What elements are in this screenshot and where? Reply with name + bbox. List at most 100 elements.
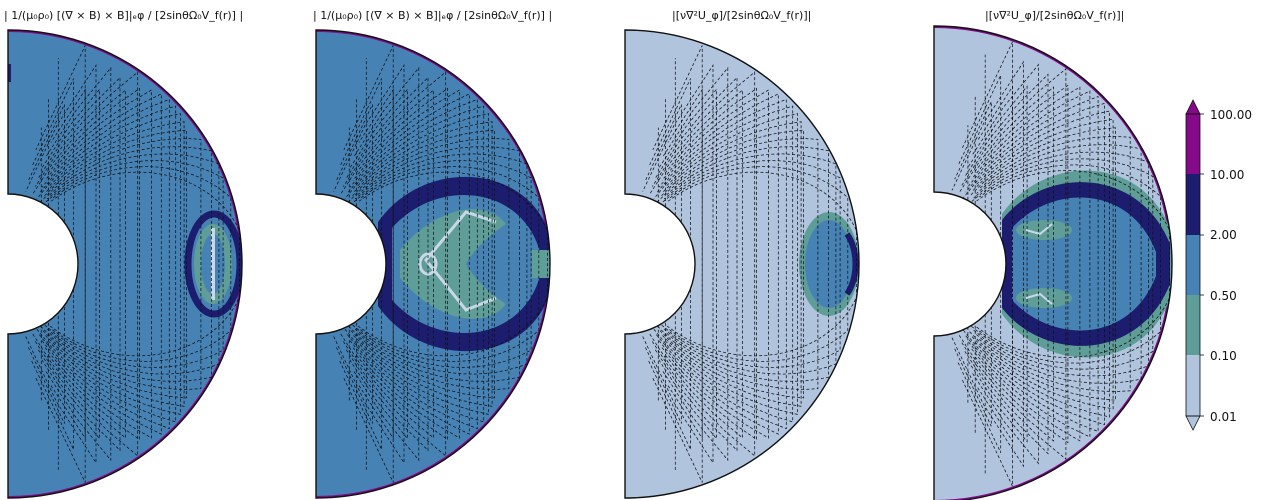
- field-line: [357, 171, 548, 357]
- shell-boundary: [624, 29, 860, 499]
- colorbar-tick-label: 2.00: [1210, 228, 1237, 242]
- field-line: [348, 138, 510, 390]
- panel-1: [7, 29, 243, 499]
- field-line: [350, 129, 495, 399]
- shell-boundary: [7, 29, 243, 499]
- field-line: [651, 71, 756, 457]
- colorbar-tick-label: 0.50: [1210, 289, 1237, 303]
- field-line: [360, 166, 540, 362]
- field-line: [356, 87, 448, 441]
- field-line: [968, 90, 1091, 438]
- field-line: [963, 102, 1105, 426]
- region-inner-edge: [532, 250, 550, 278]
- panel-3-title: |[ν∇²U_φ]/[2sinθΩ₀V_f(r)]|: [672, 8, 812, 22]
- field-line: [52, 166, 232, 362]
- field-line: [357, 146, 520, 382]
- field-line: [974, 84, 1069, 444]
- field-line: [45, 121, 185, 407]
- field-line: [36, 105, 177, 423]
- field-line: [645, 104, 682, 424]
- colorbar-segment: [1186, 174, 1200, 235]
- field-line: [649, 89, 743, 439]
- field-line: [658, 88, 717, 440]
- field-line: [48, 113, 181, 415]
- region-lobe: [805, 220, 853, 308]
- region-ring: [844, 232, 859, 296]
- colorbar-segment: [1186, 355, 1200, 416]
- field-line: [25, 64, 97, 464]
- field-line: [342, 71, 447, 457]
- colorbar-tick-label: 100.00: [1210, 108, 1252, 122]
- field-line: [349, 93, 470, 435]
- field-line: [656, 98, 787, 430]
- field-line: [356, 113, 489, 415]
- field-line: [665, 87, 757, 441]
- field-line: [662, 121, 802, 407]
- region-streak: [211, 228, 215, 300]
- field-line: [333, 64, 405, 464]
- colorbar-tick-label: 10.00: [1210, 168, 1245, 182]
- shell-boundary: [933, 25, 1173, 500]
- field-line: [343, 45, 394, 483]
- field-line: [951, 60, 1024, 468]
- field-line: [49, 171, 240, 357]
- region-streak: [1025, 223, 1053, 236]
- field-line: [39, 98, 170, 430]
- field-line: [353, 121, 493, 407]
- field-line: [48, 87, 140, 441]
- field-line: [971, 86, 1081, 442]
- shell-boundary: [315, 29, 551, 499]
- colorbar-segment: [1186, 235, 1200, 295]
- field-line: [669, 166, 849, 362]
- field-line: [352, 160, 532, 368]
- field-line: [665, 113, 798, 415]
- field-line: [50, 88, 86, 440]
- panel-4: [933, 25, 1173, 500]
- field-line: [358, 88, 394, 440]
- colorbar-tick-label: 0.01: [1210, 410, 1237, 424]
- field-line: [340, 89, 434, 439]
- field-line: [35, 45, 86, 483]
- field-line: [958, 86, 1054, 442]
- field-line: [965, 95, 1099, 433]
- panel-2-title: | 1/(μ₀ρ₀) [(∇ × B) × B]|ₑφ / [2sinθΩ₀V_…: [313, 8, 553, 22]
- field-line: [976, 144, 1142, 384]
- field-line: [976, 170, 1170, 358]
- field-line: [344, 105, 485, 423]
- field-line: [336, 104, 373, 424]
- field-line: [347, 98, 478, 430]
- field-line: [666, 171, 857, 357]
- region-streak: [1025, 292, 1053, 305]
- colorbar-tick-label: 0.10: [1210, 349, 1237, 363]
- field-line: [661, 160, 841, 368]
- colorbar-segment: [1186, 114, 1200, 174]
- colorbar-frame: [1185, 113, 1201, 417]
- field-line: [659, 129, 804, 399]
- panel-2: [315, 29, 551, 499]
- panel-1-title: | 1/(μ₀ρ₀) [(∇ × B) × B]|ₑφ / [2sinθΩ₀V_…: [4, 8, 244, 22]
- field-line: [954, 101, 992, 427]
- field-line: [49, 146, 212, 382]
- field-line: [642, 64, 714, 464]
- field-line: [44, 160, 224, 368]
- colorbar-segment: [1186, 295, 1200, 355]
- field-line: [657, 138, 819, 390]
- field-line: [652, 45, 703, 483]
- region-streak: [424, 210, 497, 312]
- region-streak-loop: [418, 252, 438, 276]
- field-line: [964, 73, 1049, 455]
- colorbar-extend-top: [1185, 99, 1201, 115]
- region-inner: [400, 209, 506, 319]
- field-line: [44, 89, 152, 439]
- field-line: [32, 89, 126, 439]
- field-line: [971, 158, 1154, 370]
- region-edge-mark: [8, 64, 11, 82]
- colorbar-extend-bottom: [1185, 415, 1201, 431]
- field-line: [41, 88, 100, 440]
- field-line: [666, 146, 829, 382]
- field-line: [352, 89, 460, 439]
- field-line: [653, 105, 794, 423]
- field-line: [42, 129, 187, 399]
- field-line: [41, 93, 162, 435]
